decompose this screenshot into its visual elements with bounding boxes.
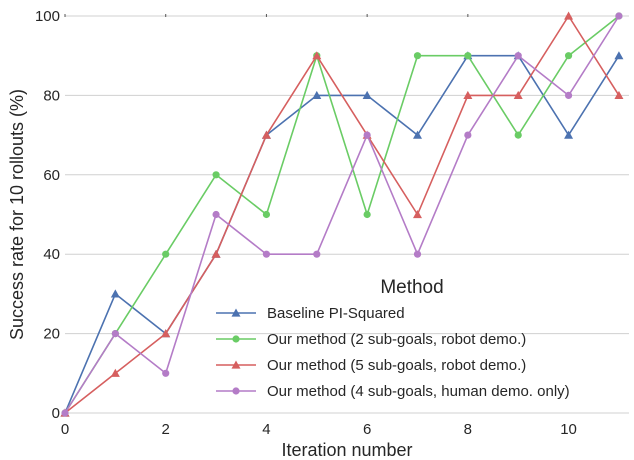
data-point [513,90,523,99]
legend-title: Method [380,277,443,298]
x-tick-label: 4 [262,421,270,438]
data-point [162,369,170,377]
legend-entry: Our method (5 sub-goals, robot demo.) [267,357,526,374]
x-tick-label: 8 [464,421,472,438]
series-2 [61,12,623,417]
data-point [212,171,220,179]
data-point [564,91,573,99]
y-tick-label: 60 [43,167,60,184]
data-point [362,90,372,99]
data-point [262,250,271,258]
x-axis-label: Iteration number [281,440,412,460]
data-point [211,249,221,258]
x-tick-label: 10 [560,421,577,438]
x-tick-label: 0 [61,421,69,438]
data-point [413,130,422,139]
data-point [564,11,574,20]
legend-entry: Our method (2 sub-goals, robot demo.) [267,331,526,348]
legend-swatch-marker [231,360,241,369]
legend-entry: Our method (4 sub-goals, human demo. onl… [267,383,570,400]
data-point [161,329,171,338]
data-point [564,130,574,139]
legend: Method Baseline PI-Squared Our method (2 … [216,277,570,400]
legend-swatch-marker [231,308,241,317]
data-point [413,52,422,60]
data-point [363,131,371,139]
axes: 0 20 40 60 80 100 0 2 4 6 8 10 [35,8,577,438]
data-point [413,210,422,219]
legend-swatch-marker [232,387,240,395]
data-point [111,330,119,338]
data-point [312,90,322,99]
series-line [64,15,620,414]
data-point [212,210,220,219]
y-tick-label: 0 [52,405,60,422]
y-tick-label: 100 [35,8,60,25]
data-point [514,52,522,60]
y-tick-label: 40 [43,246,60,263]
y-axis-label: Success rate for 10 rollouts (%) [7,89,27,340]
data-point [514,131,522,139]
x-tick-label: 2 [162,421,170,438]
data-point [464,52,472,60]
data-point [162,250,170,258]
data-point [615,12,623,20]
data-point [61,409,69,417]
data-point [614,51,624,60]
data-point [110,289,120,298]
data-point [614,90,624,99]
data-point [110,368,120,377]
data-point [564,52,573,60]
y-tick-label: 20 [43,326,60,343]
data-point [262,210,271,219]
x-tick-label: 6 [363,421,371,438]
data-point [261,130,271,139]
series-group [60,11,624,417]
data-point [464,131,472,139]
legend-entry: Baseline PI-Squared [267,305,405,322]
series-line [64,15,620,414]
data-point [312,51,322,60]
series-line [64,15,620,414]
data-point [363,210,371,219]
data-point [313,250,321,258]
data-point [463,90,473,99]
legend-swatch-marker [232,335,240,343]
y-tick-label: 80 [43,87,60,104]
data-point [413,250,422,258]
series-4 [61,12,623,417]
